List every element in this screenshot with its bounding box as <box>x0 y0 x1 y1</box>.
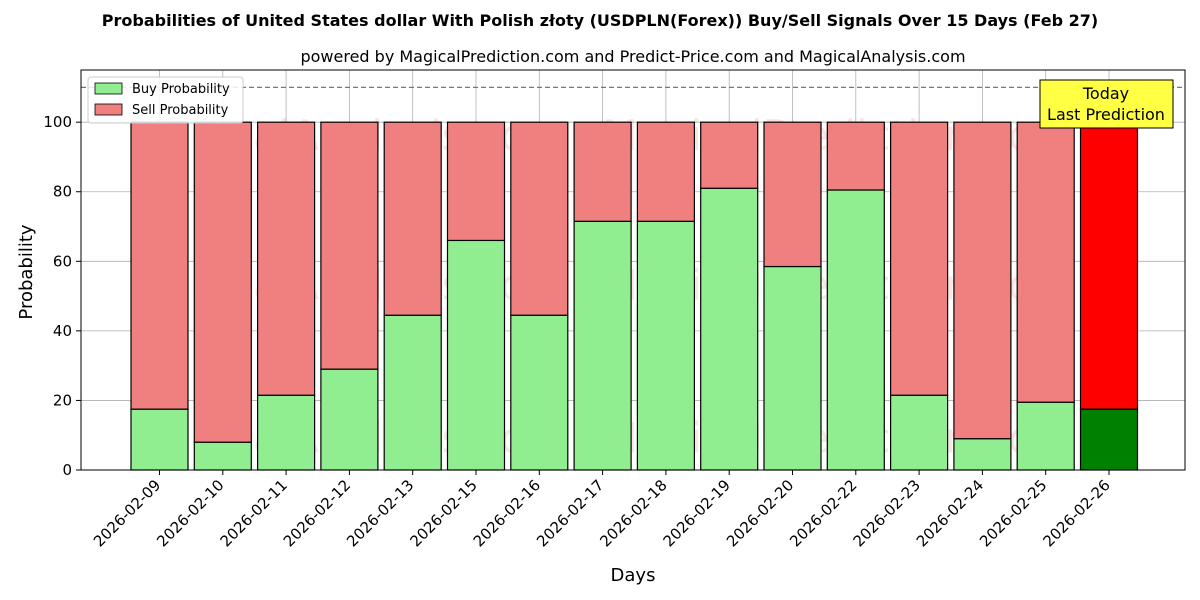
bar-buy <box>320 368 379 471</box>
x-axis-label: Days <box>611 565 656 586</box>
bar-sell <box>1079 121 1139 410</box>
plot-frame <box>80 69 1186 471</box>
x-tick-label: 2026-02-23 <box>850 476 924 550</box>
legend-buy-label: Buy Probability <box>132 82 230 97</box>
today-box <box>1039 79 1174 129</box>
x-tick-label: 2026-02-09 <box>90 476 164 550</box>
x-tick-label: 2026-02-12 <box>280 476 354 550</box>
y-tick-label: 60 <box>53 252 72 270</box>
x-tick-label: 2026-02-19 <box>660 476 734 550</box>
bar-sell <box>446 121 506 242</box>
x-tick-label: 2026-02-16 <box>470 476 544 550</box>
bar-buy <box>763 265 822 471</box>
legend-buy-swatch <box>94 82 123 95</box>
bar-sell <box>320 121 379 370</box>
bar-buy <box>700 187 759 471</box>
legend-sell-label: Sell Probability <box>132 103 229 118</box>
bar-sell <box>573 121 632 222</box>
bar-sell <box>700 121 759 189</box>
bar-buy <box>573 220 632 471</box>
x-tick-label: 2026-02-10 <box>153 476 227 550</box>
x-tick-label: 2026-02-22 <box>786 476 860 550</box>
bar-buy <box>446 239 506 471</box>
x-tick-label: 2026-02-18 <box>596 476 670 550</box>
bar-sell <box>257 121 316 396</box>
bar-buy <box>383 314 442 471</box>
x-ticks: 2026-02-092026-02-102026-02-112026-02-12… <box>90 470 1114 550</box>
chart-subtitle: powered by MagicalPrediction.com and Pre… <box>300 47 965 66</box>
bar-buy <box>257 394 316 471</box>
bar-buy <box>636 220 696 471</box>
bar-sell <box>130 121 189 410</box>
x-tick-label: 2026-02-13 <box>343 476 417 550</box>
y-tick-label: 80 <box>53 183 72 201</box>
y-axis-label: Probability <box>16 224 37 319</box>
x-tick-label: 2026-02-24 <box>913 476 987 550</box>
x-tick-label: 2026-02-15 <box>406 476 480 550</box>
legend: Buy Probability Sell Probability <box>87 76 244 124</box>
bar-sell <box>1016 121 1075 403</box>
y-tick-label: 100 <box>43 113 72 131</box>
bar-sell <box>763 121 822 268</box>
y-ticks: 0 20 40 60 80 100 <box>43 113 81 479</box>
bar-buy <box>193 441 252 471</box>
x-tick-label: 2026-02-17 <box>533 476 607 550</box>
y-tick-label: 0 <box>62 461 72 479</box>
legend-box <box>87 76 244 124</box>
bar-sell <box>953 121 1012 440</box>
chart-title: Probabilities of United States dollar Wi… <box>102 11 1098 30</box>
bar-sell <box>636 121 696 222</box>
bar-sell <box>889 121 949 396</box>
legend-sell-swatch <box>94 103 123 116</box>
today-annotation: Today Last Prediction <box>1039 79 1174 129</box>
bar-buy <box>826 189 885 471</box>
last-prediction-label: Last Prediction <box>1047 105 1165 124</box>
x-tick-label: 2026-02-20 <box>723 476 797 550</box>
bar-sell <box>193 121 252 443</box>
bar-buy <box>510 314 569 471</box>
bars <box>130 121 1139 471</box>
today-label: Today <box>1082 84 1129 103</box>
y-tick-label: 20 <box>53 391 72 409</box>
y-tick-label: 40 <box>53 322 72 340</box>
bar-buy <box>130 408 189 471</box>
bar-buy <box>1079 408 1139 471</box>
x-tick-label: 2026-02-26 <box>1039 476 1113 550</box>
bar-buy <box>953 438 1012 471</box>
bar-sell <box>383 121 442 316</box>
x-tick-label: 2026-02-11 <box>217 476 291 550</box>
x-tick-label: 2026-02-25 <box>976 476 1050 550</box>
bar-sell <box>826 121 885 191</box>
bar-sell <box>510 121 569 316</box>
bar-buy <box>889 394 949 471</box>
bar-buy <box>1016 401 1075 471</box>
